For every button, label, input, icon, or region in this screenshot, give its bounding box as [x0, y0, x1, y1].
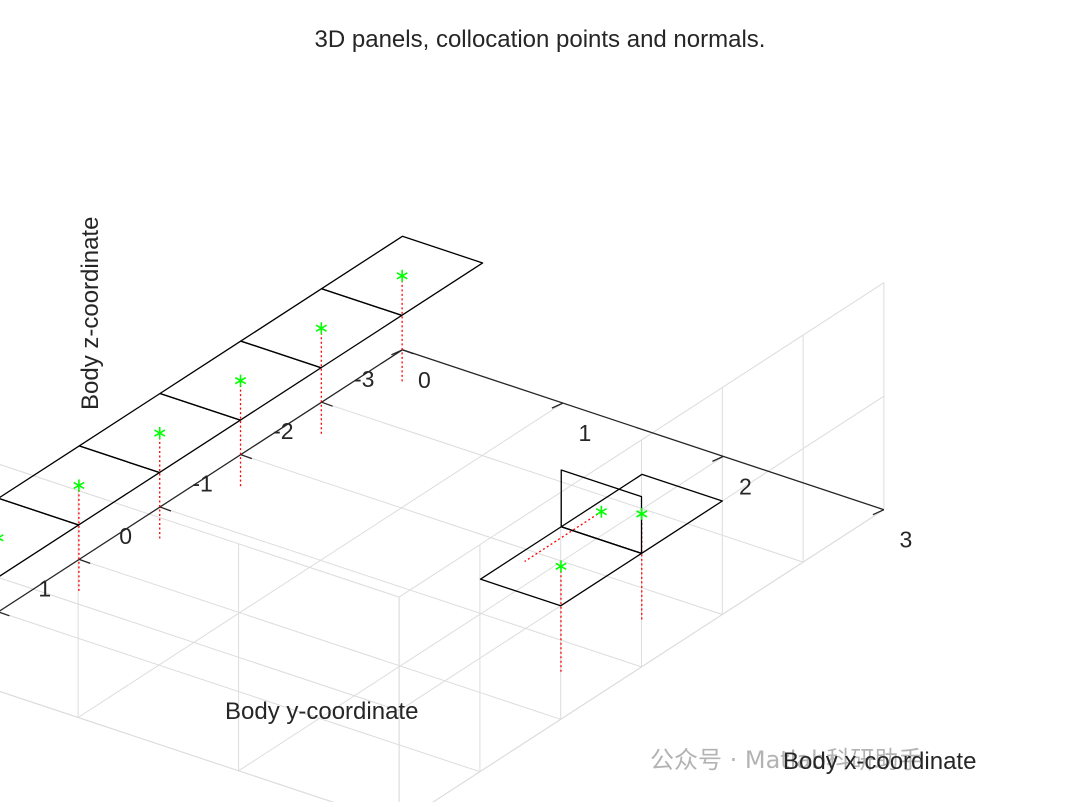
grid-line	[0, 577, 400, 712]
y-axis-label: Body y-coordinate	[225, 698, 418, 725]
grid-line	[321, 401, 804, 563]
x-tick-mark	[391, 349, 403, 356]
grid-line	[79, 558, 561, 720]
x-axis-label: Body x-coordinate	[783, 748, 976, 775]
y-axis-line	[0, 349, 403, 612]
normal-vector	[524, 511, 602, 563]
y-tick-mark	[240, 453, 253, 460]
y-tick-mark	[402, 349, 414, 355]
panel-layer	[0, 235, 723, 607]
y-tick-mark	[321, 401, 333, 407]
grid-line	[240, 454, 723, 615]
x-tick-mark	[712, 455, 724, 462]
y-tick-label: 0	[119, 523, 132, 549]
y-tick-mark	[0, 611, 10, 617]
collocation-point	[595, 505, 607, 518]
y-tick-label: 1	[38, 575, 51, 601]
normal-layer	[78, 275, 643, 675]
grid-line	[0, 611, 481, 773]
collocation-point	[636, 507, 648, 520]
collocation-point	[154, 427, 166, 440]
point-layer	[0, 269, 648, 573]
y-tick-mark	[78, 558, 91, 565]
collocation-point	[396, 269, 408, 282]
y-tick-label: -1	[192, 471, 212, 497]
panel	[320, 235, 484, 317]
grid-line	[159, 506, 642, 668]
grid-line	[0, 464, 400, 598]
x-tick-label: 2	[739, 473, 752, 499]
x-axis-line	[402, 349, 885, 511]
watermark: 公众号 · Matlab科研助手	[650, 746, 922, 774]
x-tick-label: 3	[900, 527, 913, 553]
grid-line	[0, 691, 350, 807]
collocation-point	[315, 322, 327, 335]
y-tick-mark	[159, 506, 172, 512]
grid-layer	[0, 282, 885, 807]
collocation-point	[0, 534, 4, 542]
y-tick-label: -2	[273, 418, 293, 444]
grid-line	[0, 349, 403, 612]
z-axis-label: Body z-coordinate	[77, 217, 104, 410]
panel	[0, 498, 80, 577]
label-layer: Body y-coordinate Body z-coordinate 公众号 …	[38, 217, 976, 775]
x-tick-mark	[872, 509, 885, 516]
x-tick-mark	[551, 402, 564, 409]
panel	[560, 469, 643, 555]
collocation-point	[234, 374, 247, 387]
grid-line	[0, 691, 350, 807]
collocation-point	[555, 560, 567, 573]
collocation-point	[73, 479, 85, 492]
x-tick-label: 1	[579, 420, 592, 446]
y-tick-label: -3	[354, 366, 374, 392]
chart-title: 3D panels, collocation points and normal…	[314, 26, 766, 53]
x-tick-label: 0	[418, 367, 431, 393]
